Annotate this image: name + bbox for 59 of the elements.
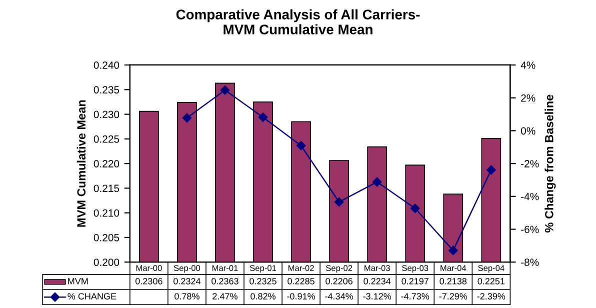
y-tick-label: 0.200 xyxy=(94,258,120,266)
x-tick-label: Mar-01 xyxy=(212,265,238,272)
legend-label: MVM xyxy=(68,278,88,284)
y-tick-label: 0.210 xyxy=(94,209,120,217)
y2-tick-label: -6% xyxy=(521,226,539,234)
x-tick-label: Mar-03 xyxy=(364,265,390,272)
y-axis-title: MVM Cumulative Mean xyxy=(76,100,86,227)
data-label: 0.2234 xyxy=(364,278,391,284)
point xyxy=(182,113,192,123)
data-label: 0.82% xyxy=(250,293,276,300)
data-label: -2.39% xyxy=(477,293,506,300)
y-tick-label: 0.230 xyxy=(94,110,120,118)
y2-tick-label: 0% xyxy=(521,127,536,135)
y-tick-label: 0.225 xyxy=(94,135,120,143)
x-tick-label: Mar-00 xyxy=(136,265,162,272)
point xyxy=(334,197,344,207)
x-tick-label: Sep-02 xyxy=(326,265,352,273)
data-label: 0.2325 xyxy=(250,278,276,284)
data-label: 0.2306 xyxy=(135,278,162,284)
y-tick-label: 0.205 xyxy=(94,234,120,242)
y-tick-label: 0.240 xyxy=(94,61,120,69)
data-label: 0.2138 xyxy=(440,278,467,284)
data-label: 2.47% xyxy=(212,293,238,300)
x-tick-label: Sep-01 xyxy=(250,265,276,273)
data-label: 0.2206 xyxy=(326,278,352,284)
y2-axis-title: % Change from Baseline xyxy=(544,94,556,232)
point xyxy=(220,85,230,95)
point xyxy=(296,141,306,150)
data-label: 0.78% xyxy=(174,293,200,300)
data-label: 0.2285 xyxy=(288,278,314,284)
data-label: -7.29% xyxy=(439,293,468,300)
point xyxy=(486,165,496,175)
y-tick-label: 0.235 xyxy=(94,86,120,94)
y-tick-label: 0.215 xyxy=(94,184,120,192)
data-label: -4.73% xyxy=(401,293,430,300)
y2-tick-label: 2% xyxy=(521,94,536,102)
point xyxy=(410,204,420,214)
point xyxy=(372,177,382,187)
point xyxy=(448,246,458,256)
y-tick-label: 0.220 xyxy=(94,160,120,168)
y2-tick-label: -8% xyxy=(521,258,539,266)
y2-tick-label: 4% xyxy=(520,62,536,69)
data-label: -0.91% xyxy=(287,293,316,300)
x-tick-label: Mar-04 xyxy=(440,265,466,272)
legend-label: % CHANGE xyxy=(68,293,116,300)
data-label: -3.12% xyxy=(363,293,392,300)
x-tick-label: Sep-00 xyxy=(174,265,200,273)
x-tick-label: Sep-04 xyxy=(478,265,504,273)
data-label: 0.2363 xyxy=(212,278,238,284)
chart-title: Comparative Analysis of All Carriers- MVM Cumulative Mean xyxy=(176,9,420,34)
data-label: -4.34% xyxy=(325,293,354,300)
y2-tick-label: -2% xyxy=(521,160,539,168)
data-label: 0.2197 xyxy=(402,278,428,284)
y2-tick-label: -4% xyxy=(521,192,539,200)
x-tick-label: Mar-02 xyxy=(288,265,314,272)
point xyxy=(258,112,268,122)
data-label: 0.2324 xyxy=(174,278,201,284)
x-tick-label: Sep-03 xyxy=(402,265,428,273)
data-label: 0.2251 xyxy=(478,278,505,284)
